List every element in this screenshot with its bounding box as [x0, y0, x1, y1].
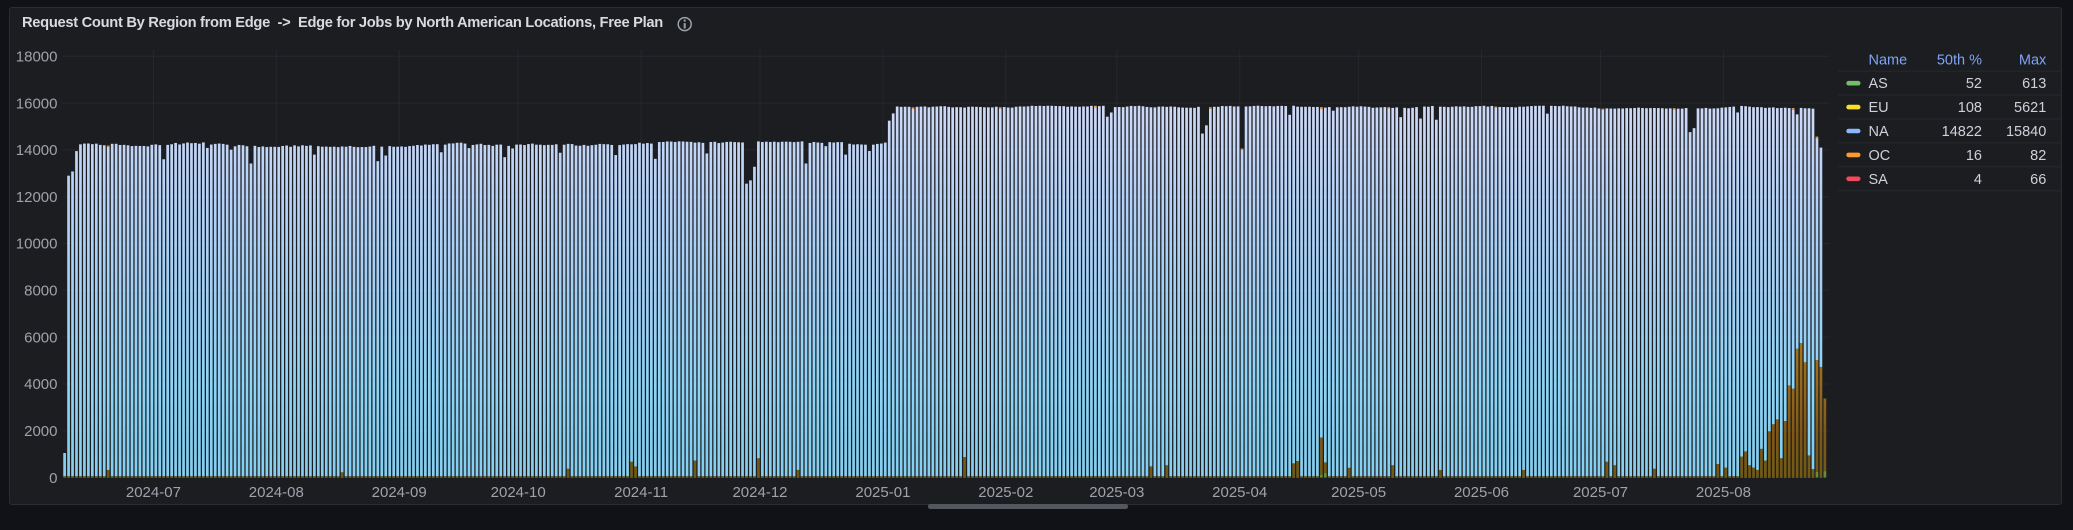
svg-text:0: 0 — [49, 470, 57, 487]
svg-text:2024-11: 2024-11 — [614, 484, 668, 501]
svg-text:613: 613 — [2022, 76, 2046, 92]
svg-text:16: 16 — [1966, 148, 1982, 164]
svg-text:2000: 2000 — [24, 423, 57, 440]
svg-text:Name: Name — [1869, 53, 1908, 69]
svg-text:12000: 12000 — [16, 189, 58, 206]
svg-text:2024-07: 2024-07 — [126, 484, 181, 501]
svg-text:2024-12: 2024-12 — [732, 484, 787, 501]
svg-text:108: 108 — [1958, 100, 1982, 116]
svg-text:2025-05: 2025-05 — [1331, 484, 1386, 501]
svg-text:2025-02: 2025-02 — [978, 484, 1033, 501]
svg-text:16000: 16000 — [16, 95, 58, 112]
svg-text:2025-03: 2025-03 — [1089, 484, 1144, 501]
svg-text:2025-04: 2025-04 — [1212, 484, 1267, 501]
svg-text:2024-09: 2024-09 — [372, 484, 427, 501]
svg-text:2024-08: 2024-08 — [249, 484, 304, 501]
svg-text:AS: AS — [1869, 76, 1888, 92]
svg-text:2025-08: 2025-08 — [1696, 484, 1751, 501]
svg-text:Max: Max — [2019, 53, 2047, 69]
svg-text:15840: 15840 — [2006, 124, 2046, 140]
svg-text:6000: 6000 — [24, 329, 57, 346]
svg-text:EU: EU — [1869, 100, 1889, 116]
svg-text:SA: SA — [1869, 172, 1889, 188]
svg-text:OC: OC — [1869, 148, 1891, 164]
svg-text:2025-07: 2025-07 — [1573, 484, 1628, 501]
svg-text:82: 82 — [2030, 148, 2046, 164]
svg-text:4000: 4000 — [24, 376, 57, 393]
svg-text:14000: 14000 — [16, 142, 58, 159]
svg-text:5621: 5621 — [2014, 100, 2046, 116]
svg-text:8000: 8000 — [24, 283, 57, 300]
svg-text:14822: 14822 — [1942, 124, 1982, 140]
svg-text:10000: 10000 — [16, 236, 58, 253]
svg-text:2024-10: 2024-10 — [491, 484, 546, 501]
svg-text:50th %: 50th % — [1937, 53, 1982, 69]
svg-text:2025-01: 2025-01 — [855, 484, 910, 501]
svg-text:4: 4 — [1974, 172, 1982, 188]
svg-text:66: 66 — [2030, 172, 2046, 188]
svg-text:2025-06: 2025-06 — [1454, 484, 1509, 501]
svg-text:18000: 18000 — [16, 49, 58, 66]
svg-text:NA: NA — [1869, 124, 1889, 140]
svg-text:52: 52 — [1966, 76, 1982, 92]
